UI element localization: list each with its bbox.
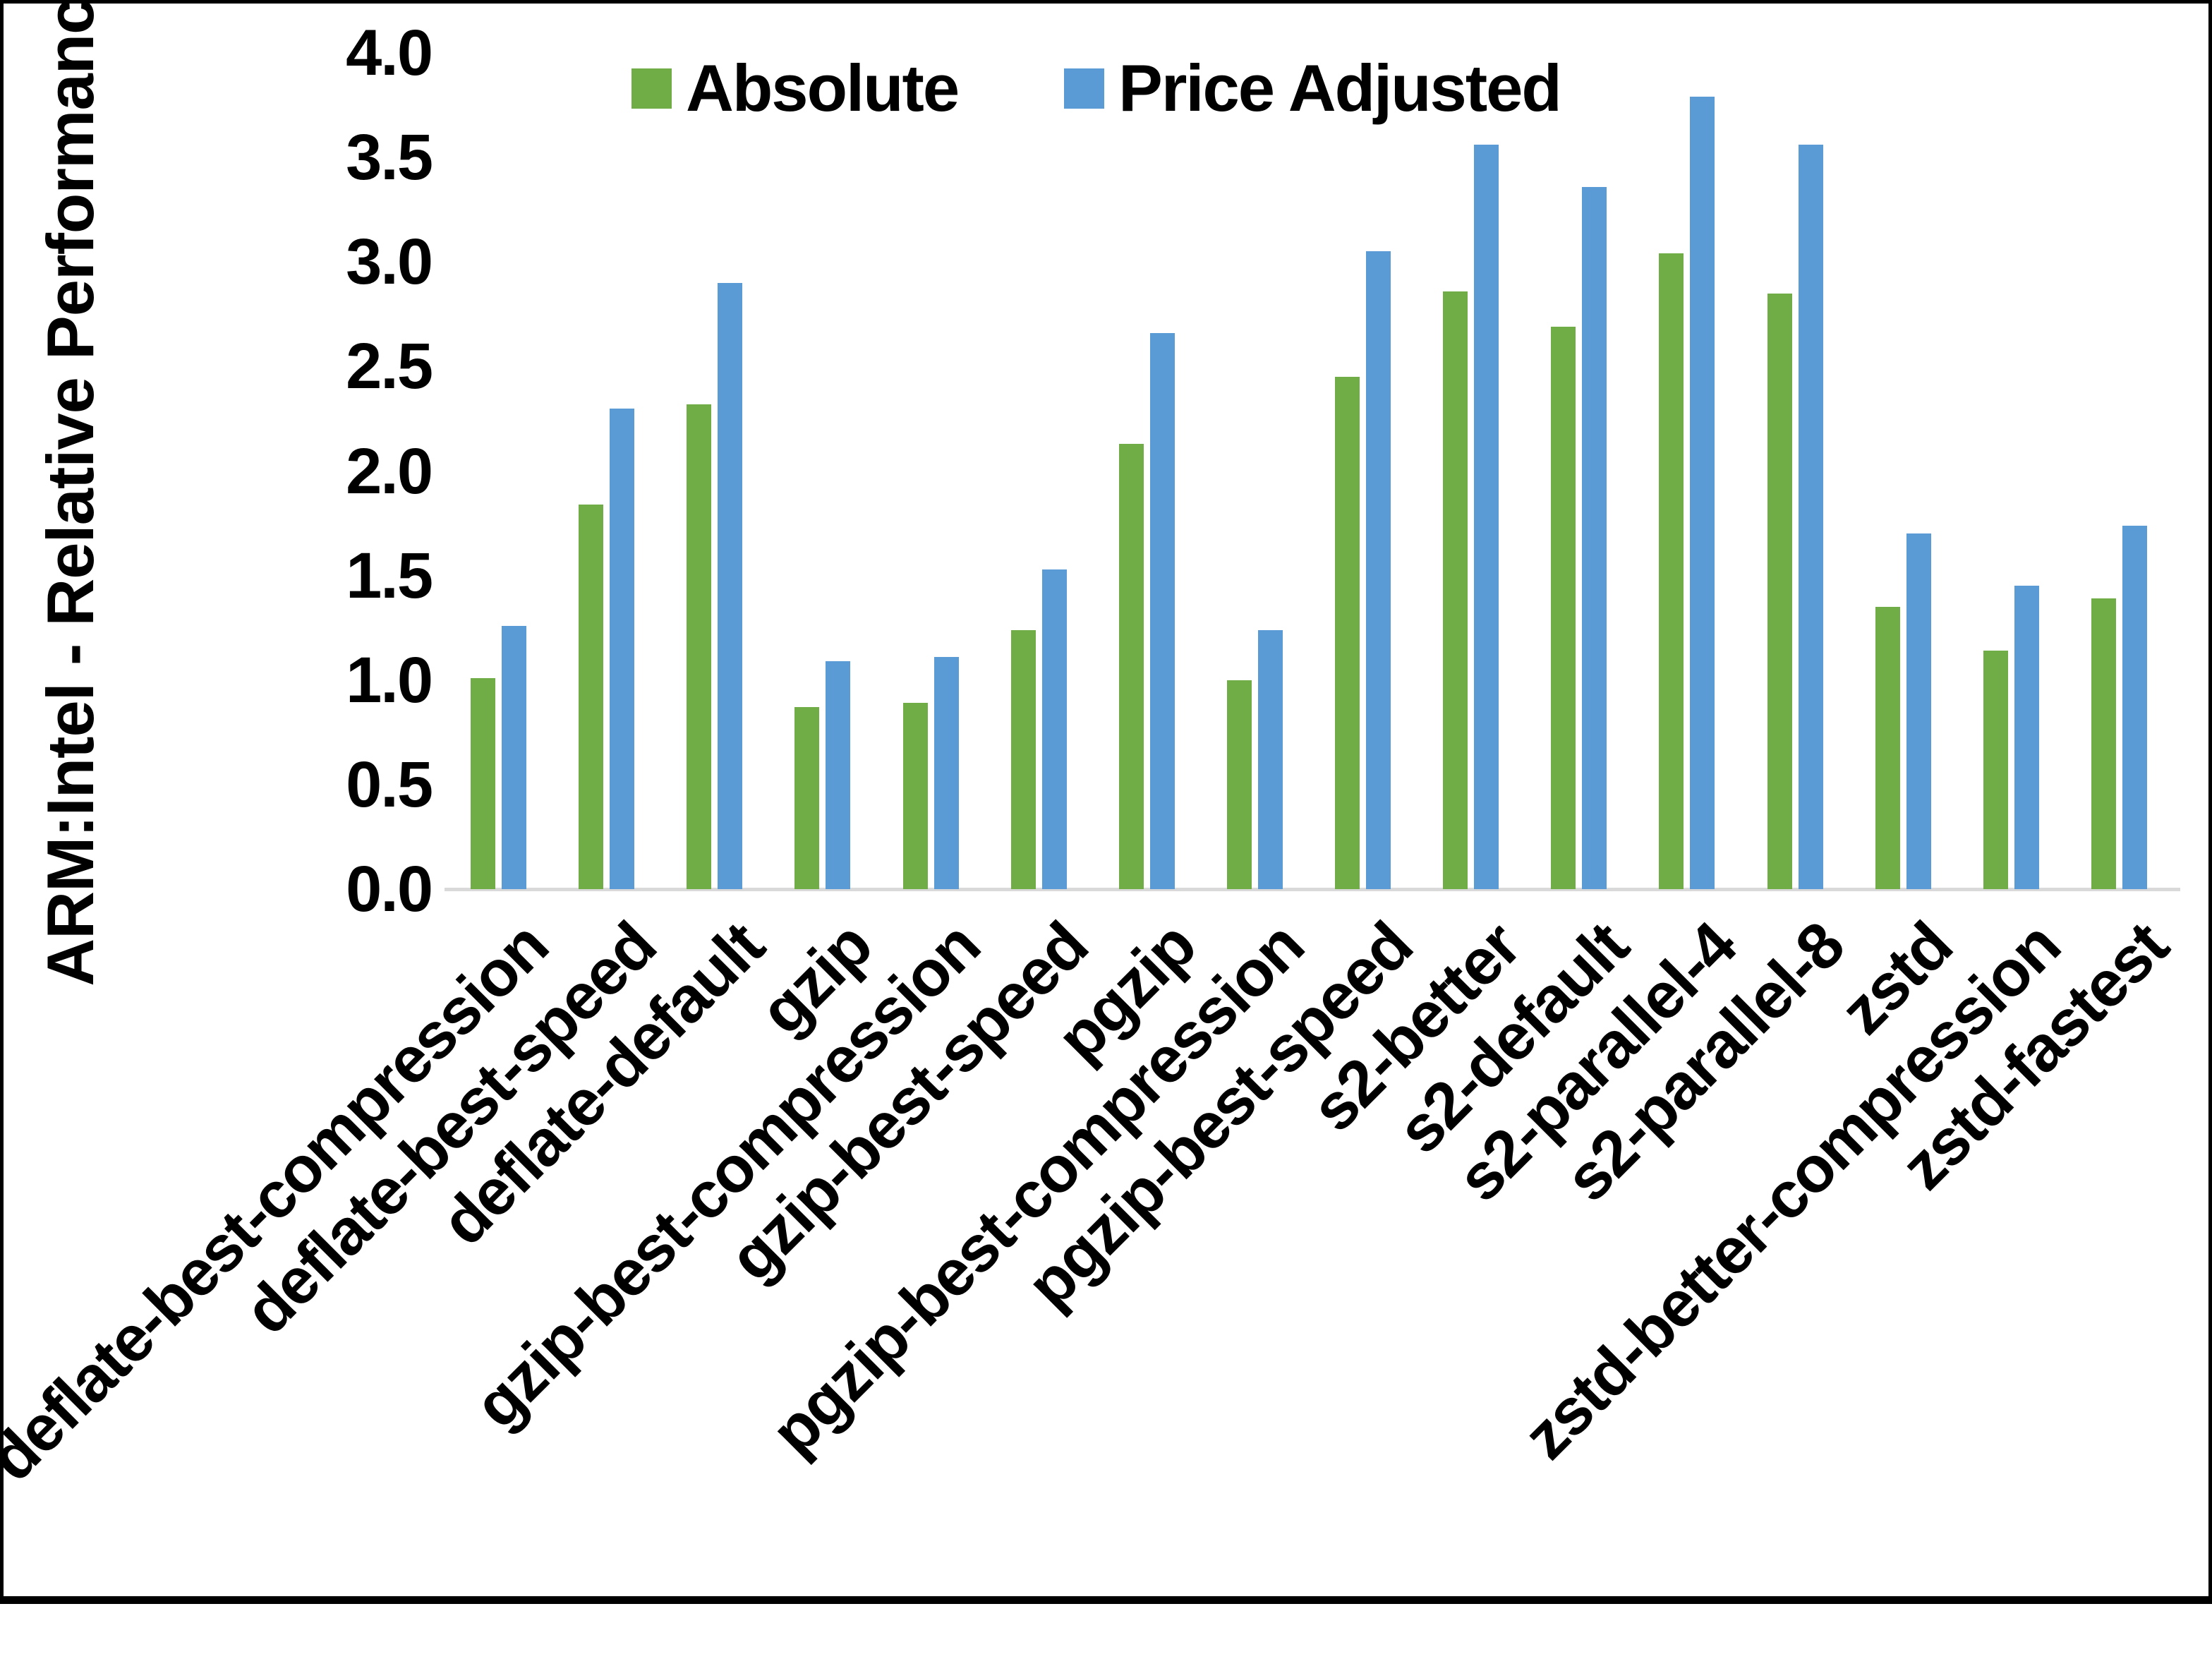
bar-group-s2-better bbox=[1417, 53, 1525, 889]
x-label-deflate-default: deflate-default bbox=[427, 909, 778, 1259]
x-label-gzip: gzip bbox=[746, 909, 886, 1049]
bar-group-pgzip bbox=[1093, 53, 1201, 889]
y-tick-4.0: 4.0 bbox=[346, 17, 433, 89]
bar-absolute-deflate-best-speed bbox=[579, 504, 604, 889]
bar-price-adjusted-deflate-default bbox=[718, 282, 743, 889]
bar-absolute-zstd-better-compression bbox=[1983, 651, 2008, 889]
x-label-pgzip-best-compression: pgzip-best-compression bbox=[758, 909, 1318, 1469]
bar-price-adjusted-pgzip bbox=[1149, 332, 1175, 889]
bar-price-adjusted-zstd-fastest bbox=[2122, 525, 2147, 889]
bar-absolute-pgzip bbox=[1118, 444, 1144, 889]
y-tick-2.5: 2.5 bbox=[346, 330, 433, 403]
x-label-s2-parallel-4: s2-parallel-4 bbox=[1444, 909, 1750, 1215]
bar-price-adjusted-pgzip-best-compression bbox=[1257, 629, 1283, 889]
x-label-zstd: zstd bbox=[1827, 909, 1966, 1049]
bar-absolute-s2-default bbox=[1551, 327, 1576, 889]
y-tick-2.0: 2.0 bbox=[346, 435, 433, 507]
x-label-pgzip: pgzip bbox=[1044, 909, 1209, 1075]
y-tick-3.5: 3.5 bbox=[346, 121, 433, 194]
bar-absolute-deflate-best-compression bbox=[471, 677, 496, 889]
bar-group-gzip bbox=[768, 53, 876, 889]
bar-price-adjusted-deflate-best-speed bbox=[610, 408, 635, 889]
bar-price-adjusted-s2-parallel-8 bbox=[1798, 145, 1823, 889]
bar-absolute-s2-parallel-4 bbox=[1659, 253, 1684, 889]
bar-group-deflate-default bbox=[660, 53, 768, 889]
bar-price-adjusted-s2-parallel-4 bbox=[1690, 97, 1715, 889]
bar-group-gzip-best-speed bbox=[985, 53, 1093, 889]
legend-swatch-absolute bbox=[631, 68, 672, 109]
y-tick-0.5: 0.5 bbox=[346, 748, 433, 821]
x-label-s2-parallel-8: s2-parallel-8 bbox=[1552, 909, 1858, 1215]
x-label-gzip-best-compression: gzip-best-compression bbox=[461, 909, 993, 1442]
bar-group-pgzip-best-speed bbox=[1309, 53, 1417, 889]
bar-absolute-gzip-best-speed bbox=[1010, 629, 1036, 889]
x-label-deflate-best-compression: deflate-best-compression bbox=[0, 909, 562, 1495]
bar-absolute-gzip bbox=[794, 707, 820, 889]
bar-group-zstd-fastest bbox=[2065, 53, 2173, 889]
plot-area bbox=[445, 53, 2173, 889]
bar-price-adjusted-gzip-best-compression bbox=[933, 657, 959, 889]
legend-label-price-adjusted: Price Adjusted bbox=[1118, 51, 1562, 125]
bar-group-zstd-better-compression bbox=[1957, 53, 2065, 889]
x-label-s2-better: s2-better bbox=[1298, 909, 1534, 1145]
bar-group-gzip-best-compression bbox=[877, 53, 985, 889]
bar-group-pgzip-best-compression bbox=[1201, 53, 1309, 889]
bar-price-adjusted-gzip-best-speed bbox=[1041, 569, 1067, 889]
legend-swatch-price-adjusted bbox=[1064, 68, 1105, 109]
legend-label-absolute: Absolute bbox=[686, 51, 960, 125]
legend: Absolute Price Adjusted bbox=[631, 51, 1562, 125]
y-tick-3.0: 3.0 bbox=[346, 226, 433, 298]
bar-absolute-pgzip-best-speed bbox=[1335, 377, 1360, 889]
y-tick-1.0: 1.0 bbox=[346, 644, 433, 716]
bar-group-s2-parallel-4 bbox=[1633, 53, 1741, 889]
bar-absolute-gzip-best-compression bbox=[902, 703, 928, 889]
x-axis-line bbox=[445, 888, 2180, 891]
bar-absolute-pgzip-best-compression bbox=[1226, 680, 1252, 889]
legend-item-absolute: Absolute bbox=[631, 51, 960, 125]
bar-group-deflate-best-speed bbox=[552, 53, 660, 889]
bar-price-adjusted-zstd bbox=[1906, 533, 1931, 889]
bar-price-adjusted-gzip bbox=[826, 661, 851, 889]
x-label-s2-default: s2-default bbox=[1384, 909, 1642, 1167]
y-tick-0.0: 0.0 bbox=[346, 853, 433, 925]
legend-item-price-adjusted: Price Adjusted bbox=[1064, 51, 1562, 125]
bar-group-s2-parallel-8 bbox=[1741, 53, 1849, 889]
bar-group-deflate-best-compression bbox=[445, 53, 552, 889]
bar-price-adjusted-pgzip-best-speed bbox=[1366, 251, 1391, 889]
y-tick-1.5: 1.5 bbox=[346, 539, 433, 612]
bar-group-zstd bbox=[1849, 53, 1957, 889]
bar-price-adjusted-deflate-best-compression bbox=[502, 625, 527, 889]
bar-price-adjusted-zstd-better-compression bbox=[2014, 586, 2039, 889]
bar-price-adjusted-s2-better bbox=[1474, 145, 1499, 889]
x-label-gzip-best-speed: gzip-best-speed bbox=[715, 909, 1101, 1295]
x-label-pgzip-best-speed: pgzip-best-speed bbox=[1013, 909, 1426, 1322]
bar-absolute-zstd bbox=[1875, 607, 1900, 889]
x-label-deflate-best-speed: deflate-best-speed bbox=[230, 909, 670, 1348]
bar-group-s2-default bbox=[1525, 53, 1633, 889]
bar-absolute-zstd-fastest bbox=[2091, 598, 2116, 889]
bar-price-adjusted-s2-default bbox=[1582, 186, 1607, 889]
x-label-zstd-better-compression: zstd-better-compression bbox=[1510, 909, 2074, 1473]
x-label-zstd-fastest: zstd-fastest bbox=[1887, 909, 2182, 1204]
bar-absolute-s2-parallel-8 bbox=[1767, 293, 1792, 889]
bar-absolute-deflate-default bbox=[687, 404, 712, 889]
bar-absolute-s2-better bbox=[1443, 291, 1468, 889]
